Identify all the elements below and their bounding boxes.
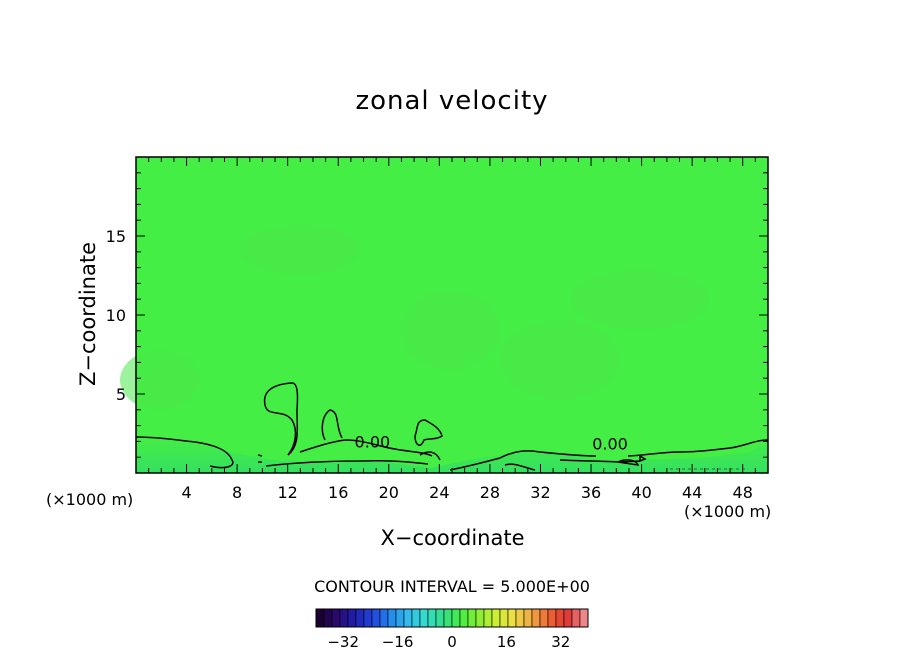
x-axis-label-text: X−coordinate: [380, 526, 525, 550]
contour-line: [627, 439, 769, 457]
colorbar-tick-label: −32: [327, 633, 359, 651]
colorbar-swatch: [555, 608, 565, 628]
colorbar-frame: [315, 608, 589, 628]
colorbar-swatch: [563, 608, 573, 628]
x-tick-label: 44: [682, 483, 702, 502]
colorbar-swatch: [523, 608, 533, 628]
x-tick-label: 12: [278, 483, 298, 502]
y-tick-label: 15: [106, 227, 126, 246]
chart-title: zonal velocity: [355, 86, 549, 116]
colorbar-swatch: [339, 608, 349, 628]
colorbar-tick-label: 0: [447, 633, 457, 651]
colorbar-swatch: [435, 608, 445, 628]
colorbar-swatch: [411, 608, 421, 628]
colorbar-swatch: [491, 608, 501, 628]
x-tick-label: 20: [379, 483, 399, 502]
x-tick-label: 24: [429, 483, 449, 502]
contour-line: [265, 459, 429, 467]
contour-line: [257, 454, 263, 463]
colorbar-swatch: [323, 608, 333, 628]
colorbar-swatch: [515, 608, 525, 628]
colorbar-swatch: [315, 608, 325, 628]
colorbar-swatch: [371, 608, 381, 628]
colorbar-swatch: [475, 608, 485, 628]
colorbar-swatch: [331, 608, 341, 628]
colorbar-swatch: [427, 608, 437, 628]
x-tick-label: 36: [581, 483, 601, 502]
colorbar-swatch: [379, 608, 389, 628]
contour-line: [419, 451, 441, 461]
contour-line: [263, 382, 299, 456]
colorbar-tick-label: −16: [382, 633, 414, 651]
colorbar-swatch: [387, 608, 397, 628]
contour-label-2: 0.00: [592, 434, 628, 453]
colorbar-swatch: [539, 608, 549, 628]
field-shading: [570, 270, 710, 330]
y-tick-label: 10: [106, 306, 126, 325]
colorbar-swatch: [419, 608, 429, 628]
field-shading: [120, 350, 200, 410]
field-shading: [240, 225, 360, 275]
x-tick-label: 32: [530, 483, 550, 502]
colorbar-swatch: [347, 608, 357, 628]
field-shading: [500, 320, 620, 400]
contour-line: [504, 463, 536, 471]
colorbar-swatch: [579, 608, 589, 628]
x-tick-label: 8: [232, 483, 242, 502]
contour-line: [321, 409, 343, 441]
x-tick-label: 28: [480, 483, 500, 502]
colorbar-swatch: [571, 608, 581, 628]
contour-line: [414, 419, 443, 446]
colorbar-swatch: [403, 608, 413, 628]
colorbar-tick-label: 32: [551, 633, 570, 651]
x-axis-label: X−coordinate: [0, 526, 904, 550]
colorbar-swatch: [395, 608, 405, 628]
colorbar-swatch: [483, 608, 493, 628]
contour-label-1: 0.00: [355, 433, 391, 452]
x-tick-label: 16: [328, 483, 348, 502]
colorbar-swatch: [547, 608, 557, 628]
x-unit-label-right: (×1000 m): [684, 502, 772, 521]
colorbar-swatch: [467, 608, 477, 628]
contour-line: [135, 436, 234, 469]
colorbar-swatch: [363, 608, 373, 628]
colorbar-tick-label: 16: [497, 633, 516, 651]
contour-line: [639, 454, 647, 463]
colorbar-swatch: [459, 608, 469, 628]
colorbar-swatch: [499, 608, 509, 628]
contour-line: [615, 459, 640, 466]
contour-interval-label: CONTOUR INTERVAL = 5.000E+00: [314, 577, 590, 596]
x-unit-label-left: (×1000 m): [46, 490, 134, 509]
contour-line: [449, 450, 597, 471]
colorbar-swatch: [443, 608, 453, 628]
x-tick-label: 40: [631, 483, 651, 502]
colorbar-swatch: [451, 608, 461, 628]
colorbar-swatch: [507, 608, 517, 628]
x-tick-label: 48: [733, 483, 753, 502]
contour-line: [299, 439, 433, 457]
field-shading: [400, 290, 500, 370]
y-tick-label: 5: [116, 385, 126, 404]
x-tick-label: 4: [181, 483, 191, 502]
colorbar-swatch: [531, 608, 541, 628]
colorbar-swatch: [355, 608, 365, 628]
